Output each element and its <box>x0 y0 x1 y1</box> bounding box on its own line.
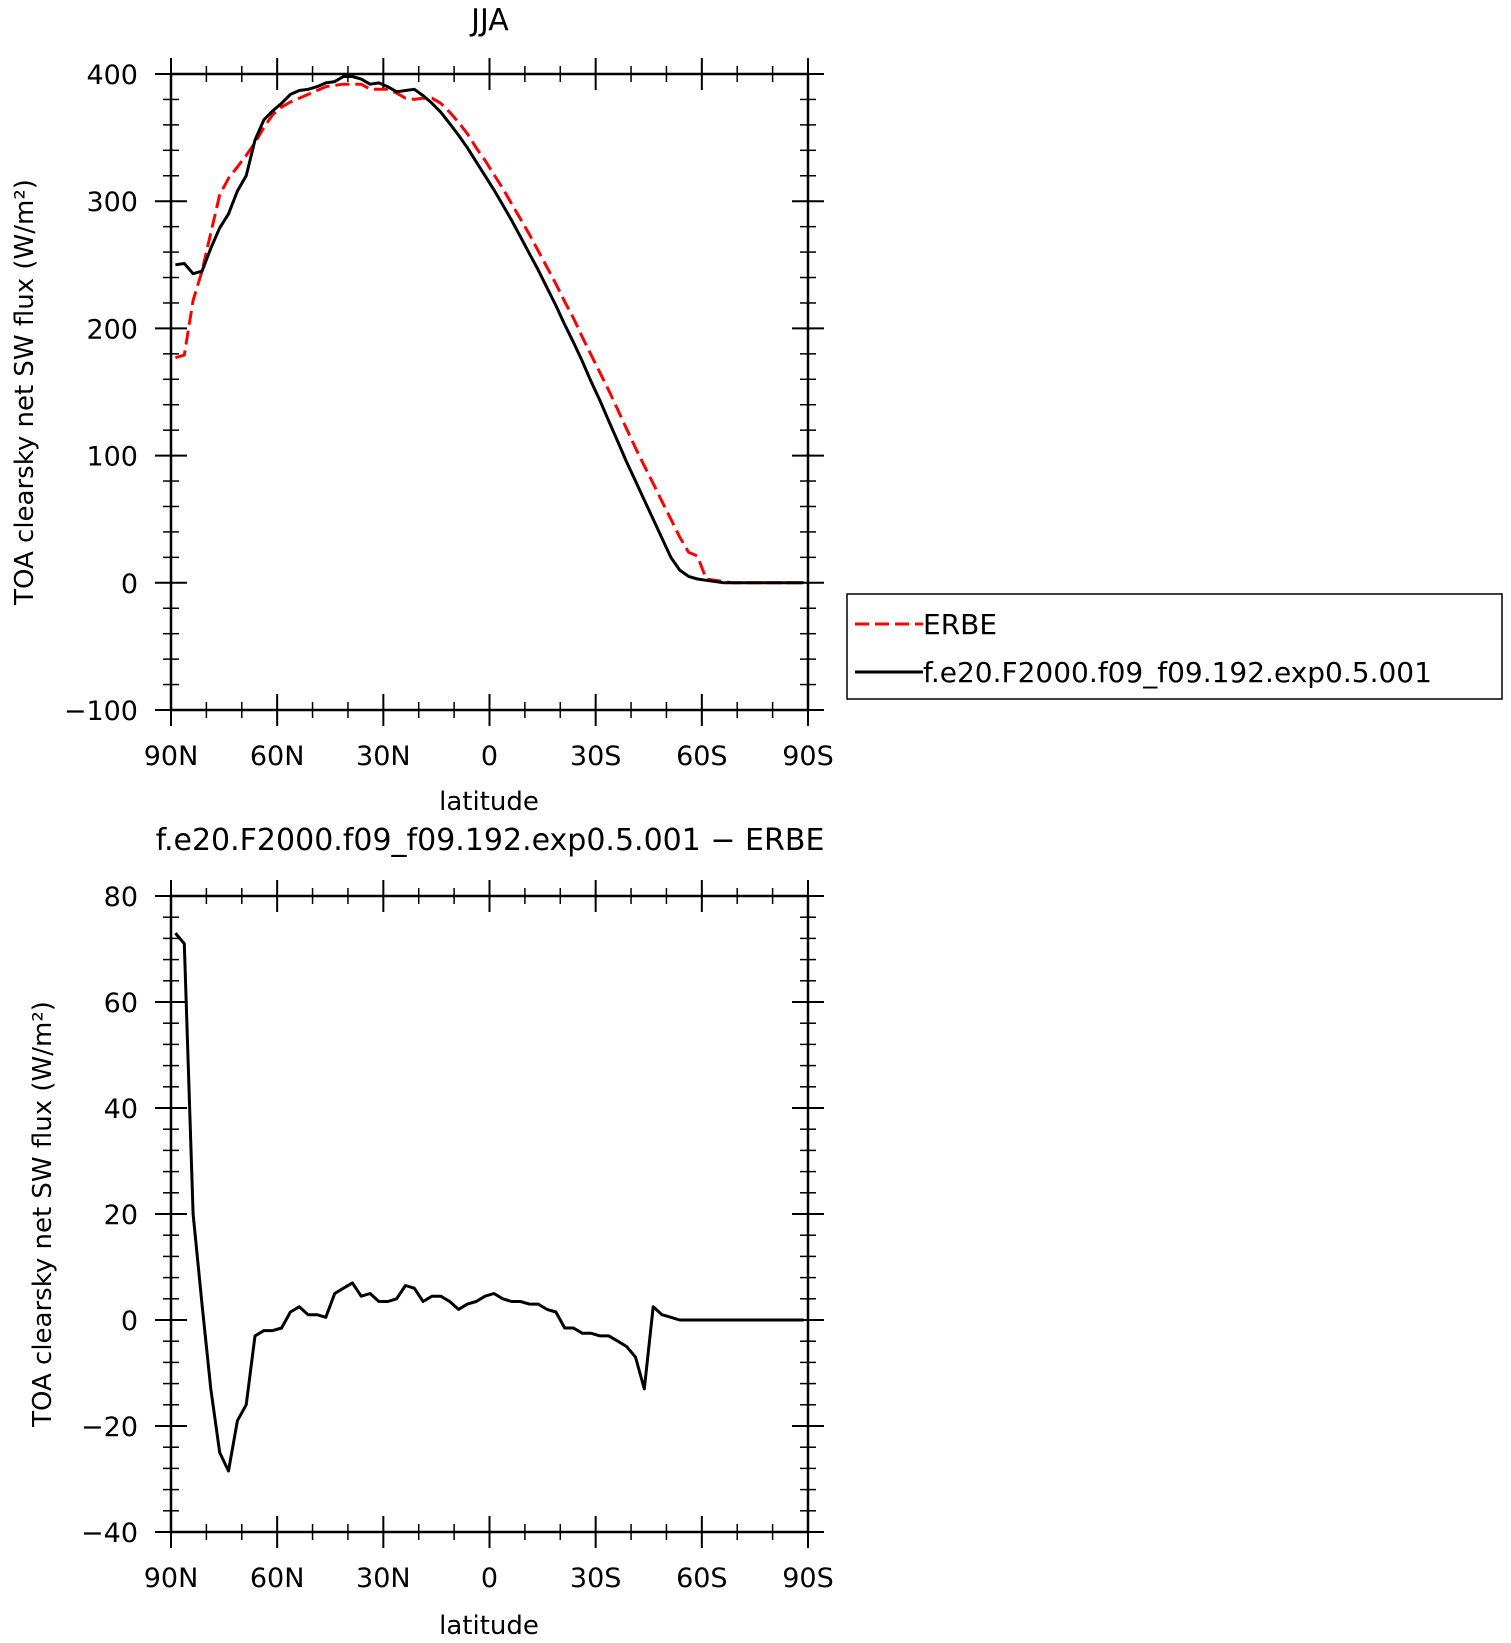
legend: ERBE f.e20.F2000.f09_f09.192.exp0.5.001 <box>846 593 1503 700</box>
top-panel-title: JJA <box>469 3 509 38</box>
top-xtick-label: 0 <box>481 741 498 772</box>
bottom-ytick-label: 0 <box>121 1306 138 1337</box>
bottom-panel-xlabel: latitude <box>439 1611 539 1641</box>
bottom-ytick-label: 60 <box>104 988 138 1019</box>
bottom-panel: f.e20.F2000.f09_f09.192.exp0.5.001 − ERB… <box>28 823 834 1641</box>
bottom-xtick-label: 60N <box>250 1563 305 1594</box>
legend-box <box>846 593 1503 700</box>
top-panel-ylabel: TOA clearsky net SW flux (W/m²) <box>10 179 40 606</box>
top-xtick-label: 90N <box>144 741 199 772</box>
bottom-panel-ylabel: TOA clearsky net SW flux (W/m²) <box>28 1001 58 1428</box>
bottom-panel-frame <box>169 894 810 1534</box>
bottom-xtick-label: 60S <box>676 1563 728 1594</box>
top-series-line-0 <box>174 82 804 585</box>
top-xtick-label: 60N <box>250 741 305 772</box>
top-ytick-label: 100 <box>86 442 138 473</box>
top-panel-xlabel: latitude <box>439 787 539 817</box>
bottom-panel-title: f.e20.F2000.f09_f09.192.exp0.5.001 − ERB… <box>156 823 825 858</box>
bottom-xtick-label: 90S <box>782 1563 834 1594</box>
top-series-line-1 <box>175 75 804 585</box>
legend-label-erbe: ERBE <box>923 608 997 641</box>
bottom-ytick-label: −40 <box>81 1518 138 1549</box>
bottom-ytick-label: 20 <box>104 1200 138 1231</box>
bottom-xtick-label: 0 <box>481 1563 498 1594</box>
top-ytick-label: 400 <box>86 60 138 91</box>
top-panel-frame <box>169 72 810 712</box>
bottom-xtick-label: 90N <box>144 1563 199 1594</box>
top-ytick-label: 300 <box>86 187 138 218</box>
top-panel: JJA −100 0 100 200 300 400 90N 60N 30N 0 30S 60S 90S… <box>10 3 834 817</box>
top-ytick-label: 0 <box>121 569 138 600</box>
top-xtick-label: 90S <box>782 741 834 772</box>
top-xtick-label: 30S <box>570 741 622 772</box>
top-ytick-label: −100 <box>64 696 138 727</box>
bottom-series-line-0 <box>174 932 804 1473</box>
bottom-panel-series <box>174 932 804 1473</box>
top-panel-ticks: −100 0 100 200 300 400 90N 60N 30N 0 30S 60S 90S <box>64 58 834 772</box>
bottom-ytick-label: −20 <box>81 1412 138 1443</box>
bottom-xtick-label: 30S <box>570 1563 622 1594</box>
top-ytick-label: 200 <box>86 314 138 345</box>
bottom-xtick-label: 30N <box>356 1563 411 1594</box>
legend-label-model: f.e20.F2000.f09_f09.192.exp0.5.001 <box>923 656 1432 689</box>
bottom-ytick-label: 40 <box>104 1094 138 1125</box>
bottom-ytick-label: 80 <box>104 882 138 913</box>
top-panel-series <box>174 75 804 585</box>
top-xtick-label: 60S <box>676 741 728 772</box>
top-xtick-label: 30N <box>356 741 411 772</box>
